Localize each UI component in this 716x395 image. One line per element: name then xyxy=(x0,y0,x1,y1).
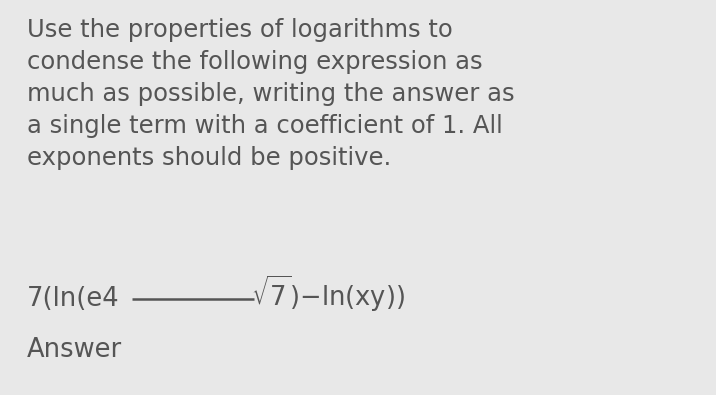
Text: $\sqrt{7}$)$\mathsf{-}$ln(xy)): $\sqrt{7}$)$\mathsf{-}$ln(xy)) xyxy=(251,274,405,314)
Text: Answer: Answer xyxy=(27,337,122,363)
Text: Use the properties of logarithms to
condense the following expression as
much as: Use the properties of logarithms to cond… xyxy=(27,18,515,170)
Text: 7(ln(e4: 7(ln(e4 xyxy=(27,286,120,312)
